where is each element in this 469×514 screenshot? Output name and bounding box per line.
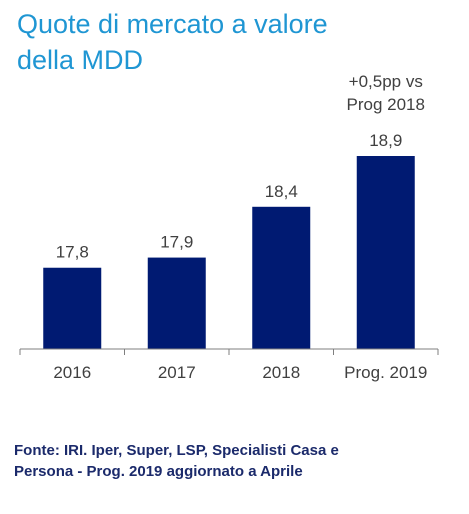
source-note-line-1: Fonte: IRI. Iper, Super, LSP, Specialist… xyxy=(14,442,339,459)
bar-chart: 17,817,918,418,9 2016 2017 2018 Prog. 2019 … xyxy=(19,72,439,382)
x-tick-label: Prog. 2019 xyxy=(344,363,427,382)
annotation-line-1: +0,5pp vs xyxy=(349,72,423,91)
x-tick-label: 2017 xyxy=(158,363,196,382)
chart-title: Quote di mercato a valore della MDD xyxy=(17,6,457,78)
value-label: 17,9 xyxy=(160,233,193,252)
value-label: 17,8 xyxy=(56,243,89,262)
annotation-line-2: Prog 2018 xyxy=(347,95,425,114)
value-labels-group: 17,8 17,9 18,4 18,9 xyxy=(56,131,403,262)
value-label: 18,4 xyxy=(265,182,298,201)
x-tick-label: 2016 xyxy=(53,363,91,382)
source-note: Fonte: IRI. Iper, Super, LSP, Specialist… xyxy=(14,440,454,482)
x-tick-label: 2018 xyxy=(262,363,300,382)
bar-2016 xyxy=(43,267,102,349)
bar-prog-2019 xyxy=(356,156,415,349)
chart-title-line-1: Quote di mercato a valore xyxy=(17,9,328,39)
annotation-group: +0,5pp vs Prog 2018 xyxy=(347,72,425,114)
source-note-line-2: Persona - Prog. 2019 aggiornato a Aprile xyxy=(14,463,303,480)
chart-title-line-2: della MDD xyxy=(17,45,144,75)
bar-2018 xyxy=(252,206,311,349)
value-label: 18,9 xyxy=(369,131,402,150)
bar-2017 xyxy=(147,257,206,349)
x-axis xyxy=(19,348,439,355)
x-tick-labels-group: 2016 2017 2018 Prog. 2019 xyxy=(53,363,427,382)
bars-group xyxy=(43,156,415,349)
